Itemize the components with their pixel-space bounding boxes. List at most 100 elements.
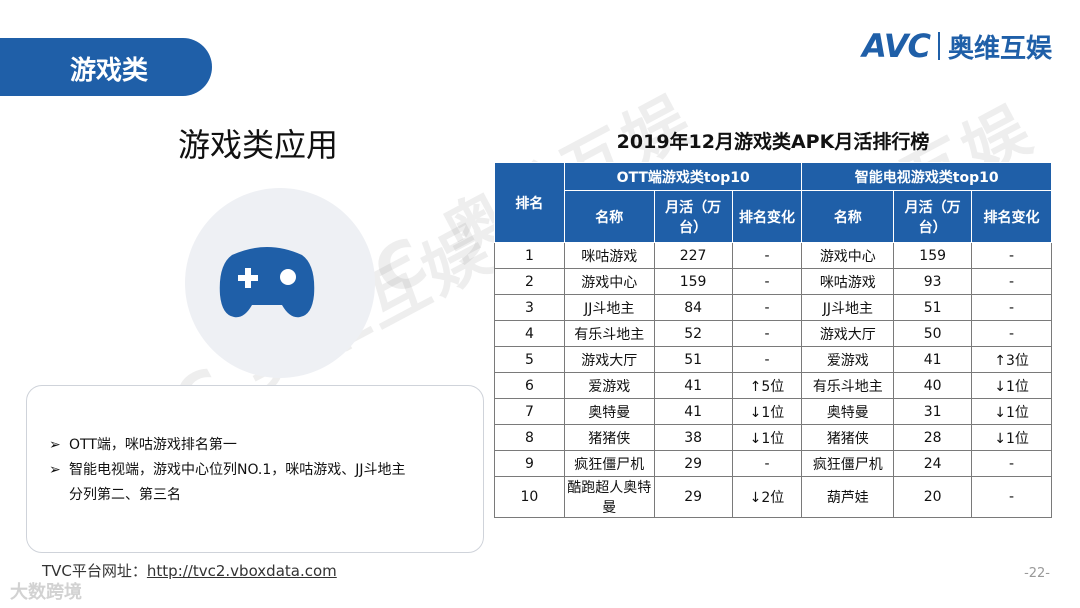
rank-cell: 3 [494, 294, 565, 321]
table-row: 10 酷跑超人奥特曼 29 ↓2位 葫芦娃 20- [494, 476, 1052, 518]
header-change: 排名变化 [731, 190, 803, 243]
ott-name-cell: 游戏中心 [563, 268, 655, 295]
table-row: 4 有乐斗地主 52- 游戏大厅 50- [494, 320, 1052, 347]
tv-name-cell: 游戏中心 [801, 242, 895, 269]
brand-logo: AVC 奥维互娱 [862, 27, 1052, 65]
tv-change-cell: ↓1位 [971, 372, 1052, 399]
ott-mau-cell: 52 [653, 320, 733, 347]
note-item: ➢ 智能电视端，游戏中心位列NO.1，咪咕游戏、JJ斗地主 [49, 459, 406, 479]
ott-change-cell: - [731, 268, 803, 295]
ott-name-cell: 爱游戏 [563, 372, 655, 399]
table-row: 5 游戏大厅 51- 爱游戏 41 ↑3位 [494, 346, 1052, 373]
ott-change-cell: ↓2位 [731, 476, 803, 518]
tv-name-cell: 游戏大厅 [801, 320, 895, 347]
ott-name-cell: 猪猪侠 [563, 424, 655, 451]
ott-change-cell: - [731, 346, 803, 373]
rank-cell: 5 [494, 346, 565, 373]
ott-mau-cell: 51 [653, 346, 733, 373]
tv-mau-cell: 50 [893, 320, 973, 347]
ranking-table-body: 1 咪咕游戏 227- 游戏中心 159-2 游戏中心 159- 咪咕游戏 93-3 JJ斗地主 8… [494, 242, 1052, 518]
tv-change-cell: ↓1位 [971, 424, 1052, 451]
app-title: 游戏类应用 [178, 126, 339, 164]
table-row: 3 JJ斗地主 84- JJ斗地主 51- [494, 294, 1052, 321]
rank-cell: 10 [494, 476, 565, 518]
table-row: 9 疯狂僵尸机 29- 疯狂僵尸机 24- [494, 450, 1052, 477]
rank-cell: 6 [494, 372, 565, 399]
note-item-continued: 分列第二、第三名 [69, 484, 181, 504]
ott-name-cell: 有乐斗地主 [563, 320, 655, 347]
ott-mau-cell: 84 [653, 294, 733, 321]
rank-cell: 1 [494, 242, 565, 269]
table-row: 1 咪咕游戏 227- 游戏中心 159- [494, 242, 1052, 269]
tv-mau-cell: 24 [893, 450, 973, 477]
tv-change-cell: - [971, 450, 1052, 477]
ott-name-cell: 疯狂僵尸机 [563, 450, 655, 477]
table-title: 2019年12月游戏类APK月活排行榜 [616, 131, 930, 153]
tv-change-cell: - [971, 320, 1052, 347]
notes-box: ➢ OTT端，咪咕游戏排名第一 ➢ 智能电视端，游戏中心位列NO.1，咪咕游戏、JJ… [26, 385, 484, 553]
arrow-bullet-icon: ➢ [49, 462, 61, 478]
rank-cell: 8 [494, 424, 565, 451]
tv-mau-cell: 159 [893, 242, 973, 269]
ott-change-cell: - [731, 294, 803, 321]
tv-change-cell: ↓1位 [971, 398, 1052, 425]
header-group-ott: OTT端游戏类top10 [563, 162, 803, 191]
ott-change-cell: ↓1位 [731, 398, 803, 425]
url-label: TVC平台网址： [42, 562, 147, 580]
tv-mau-cell: 51 [893, 294, 973, 321]
ott-mau-cell: 41 [653, 372, 733, 399]
tv-mau-cell: 93 [893, 268, 973, 295]
ott-name-cell: 酷跑超人奥特曼 [563, 476, 655, 518]
rank-cell: 4 [494, 320, 565, 347]
header-name: 名称 [563, 190, 655, 243]
ott-name-cell: 游戏大厅 [563, 346, 655, 373]
platform-url: TVC平台网址：http://tvc2.vboxdata.com [42, 560, 337, 581]
ott-mau-cell: 38 [653, 424, 733, 451]
url-link[interactable]: http://tvc2.vboxdata.com [146, 562, 337, 580]
table-row: 8 猪猪侠 38 ↓1位 猪猪侠 28 ↓1位 [494, 424, 1052, 451]
tv-name-cell: 葫芦娃 [801, 476, 895, 518]
ott-change-cell: - [731, 320, 803, 347]
rank-cell: 2 [494, 268, 565, 295]
rank-cell: 9 [494, 450, 565, 477]
rank-cell: 7 [494, 398, 565, 425]
header-mau: 月活（万台） [893, 190, 973, 243]
footer-watermark: 大数跨境 [10, 582, 82, 603]
note-text: 智能电视端，游戏中心位列NO.1，咪咕游戏、JJ斗地主 [69, 462, 406, 478]
header-name: 名称 [801, 190, 895, 243]
header-rank: 排名 [494, 162, 565, 243]
tv-change-cell: - [971, 476, 1052, 518]
ott-change-cell: ↓1位 [731, 424, 803, 451]
logo-en: AVC [862, 27, 931, 65]
ott-mau-cell: 29 [653, 476, 733, 518]
logo-divider [937, 32, 940, 60]
tv-name-cell: 有乐斗地主 [801, 372, 895, 399]
logo-cn: 奥维互娱 [947, 33, 1052, 64]
arrow-bullet-icon: ➢ [49, 437, 61, 453]
tv-name-cell: 爱游戏 [801, 346, 895, 373]
header-group-tv: 智能电视游戏类top10 [801, 162, 1052, 191]
page-number: -22- [1024, 566, 1050, 581]
section-tag: 游戏类 [0, 38, 212, 96]
ott-change-cell: - [731, 242, 803, 269]
table-row: 6 爱游戏 41 ↑5位 有乐斗地主 40 ↓1位 [494, 372, 1052, 399]
tv-mau-cell: 28 [893, 424, 973, 451]
note-text: 分列第二、第三名 [69, 487, 181, 503]
table-row: 7 奥特曼 41 ↓1位 奥特曼 31 ↓1位 [494, 398, 1052, 425]
header-change: 排名变化 [971, 190, 1052, 243]
note-item: ➢ OTT端，咪咕游戏排名第一 [49, 434, 237, 454]
tv-change-cell: - [971, 242, 1052, 269]
tv-name-cell: 奥特曼 [801, 398, 895, 425]
section-tag-label: 游戏类 [70, 56, 149, 86]
ott-name-cell: 奥特曼 [563, 398, 655, 425]
gamepad-icon [219, 247, 315, 318]
ott-change-cell: - [731, 450, 803, 477]
ott-mau-cell: 227 [653, 242, 733, 269]
header-mau: 月活（万台） [653, 190, 733, 243]
ott-change-cell: ↑5位 [731, 372, 803, 399]
ott-mau-cell: 159 [653, 268, 733, 295]
tv-mau-cell: 40 [893, 372, 973, 399]
tv-mau-cell: 31 [893, 398, 973, 425]
tv-name-cell: 咪咕游戏 [801, 268, 895, 295]
tv-change-cell: - [971, 268, 1052, 295]
